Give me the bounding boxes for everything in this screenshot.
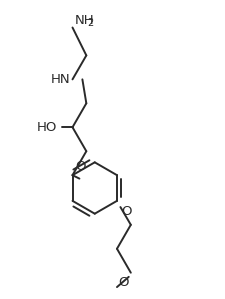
Text: O: O [120,205,131,218]
Text: O: O [118,276,128,289]
Text: HO: HO [36,121,56,134]
Text: NH: NH [74,14,94,27]
Text: O: O [75,160,86,173]
Text: 2: 2 [87,18,93,28]
Text: HN: HN [51,73,70,86]
